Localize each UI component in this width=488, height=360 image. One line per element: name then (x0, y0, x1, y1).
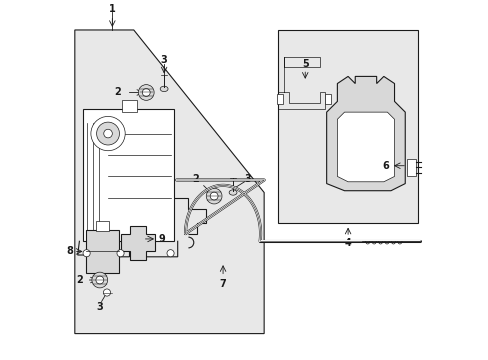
Circle shape (91, 116, 125, 151)
Circle shape (210, 192, 218, 200)
Circle shape (103, 129, 112, 138)
Text: 3: 3 (96, 302, 103, 312)
Circle shape (117, 249, 124, 257)
Text: 8: 8 (66, 247, 74, 256)
Circle shape (103, 289, 110, 296)
Circle shape (138, 85, 154, 100)
Polygon shape (326, 76, 405, 191)
Ellipse shape (229, 190, 237, 195)
Polygon shape (75, 30, 264, 334)
Bar (85, 230, 119, 273)
Text: 6: 6 (382, 161, 388, 171)
Ellipse shape (160, 86, 168, 91)
Bar (276, 94, 283, 104)
Circle shape (166, 249, 174, 257)
Text: 3: 3 (244, 174, 251, 184)
Bar (406, 158, 415, 176)
Bar (122, 100, 136, 112)
Polygon shape (121, 226, 155, 260)
Circle shape (206, 188, 222, 204)
Circle shape (97, 122, 119, 145)
Bar (83, 109, 174, 241)
Text: 9: 9 (159, 234, 165, 244)
Text: 2: 2 (76, 275, 82, 285)
Text: 2: 2 (191, 174, 198, 184)
Circle shape (83, 249, 90, 257)
Bar (96, 221, 108, 231)
Text: 1: 1 (109, 4, 116, 14)
Circle shape (96, 276, 103, 284)
Text: 2: 2 (114, 87, 121, 98)
Text: 7: 7 (219, 279, 226, 289)
Circle shape (142, 89, 150, 96)
Circle shape (92, 272, 107, 288)
Text: 3: 3 (161, 55, 167, 65)
Polygon shape (337, 112, 394, 182)
Text: 5: 5 (301, 59, 308, 69)
Text: 4: 4 (344, 238, 351, 248)
Bar (278, 30, 417, 223)
Bar (324, 94, 331, 104)
